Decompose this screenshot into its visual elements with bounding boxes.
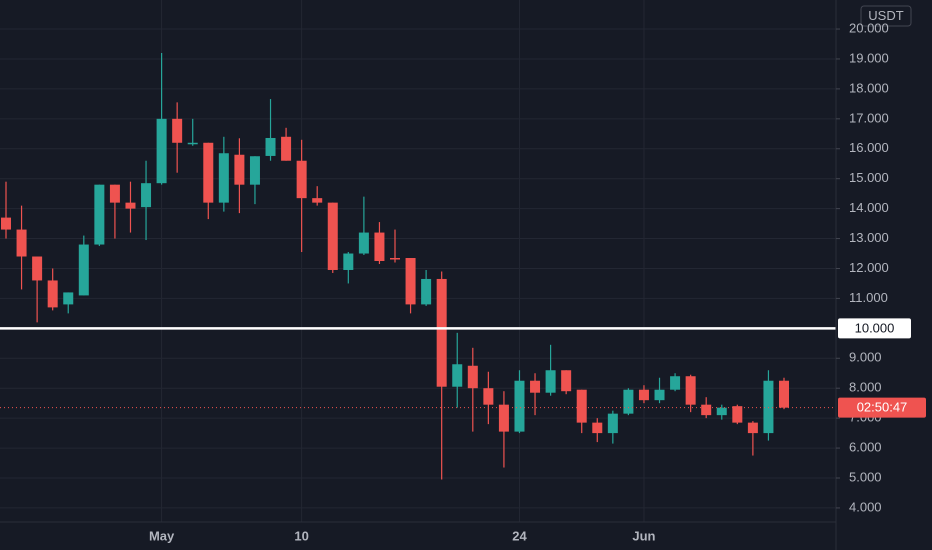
- candle-body: [421, 278, 432, 305]
- candle-body: [296, 160, 307, 199]
- candle-body: [576, 389, 587, 423]
- y-tick-label: 12.000: [849, 260, 889, 275]
- y-tick-label: 16.000: [849, 140, 889, 155]
- currency-label[interactable]: USDT: [868, 8, 903, 23]
- candle-body: [172, 118, 183, 143]
- candle-body: [405, 258, 416, 305]
- y-tick-label: 14.000: [849, 200, 889, 215]
- currency-box[interactable]: [860, 5, 912, 27]
- x-tick-label: Jun: [632, 528, 655, 543]
- candle-body: [343, 253, 354, 270]
- candle-body: [16, 229, 27, 257]
- y-tick-label: 13.000: [849, 230, 889, 245]
- candle-body: [654, 389, 665, 401]
- candle-body: [234, 154, 245, 185]
- candle-body: [779, 380, 789, 408]
- candle-body: [530, 380, 541, 393]
- level-label-box: [838, 318, 911, 339]
- candle-body: [358, 232, 369, 254]
- candle-body: [78, 244, 89, 296]
- y-tick-label: 4.000: [849, 499, 882, 514]
- y-tick-label: 6.000: [849, 440, 882, 455]
- candle-body: [716, 407, 727, 416]
- candle-body: [607, 413, 618, 434]
- countdown-label: 02:50:47: [857, 400, 908, 415]
- candle-body: [561, 370, 572, 392]
- candle-body: [327, 202, 338, 270]
- candle-body: [32, 256, 43, 281]
- y-tick-label: 11.000: [849, 290, 888, 305]
- candle-body: [390, 258, 400, 260]
- y-tick-label: 9.000: [849, 350, 882, 365]
- candle-body: [747, 422, 758, 434]
- x-tick-label: May: [149, 528, 175, 543]
- candle-body: [545, 370, 556, 393]
- candle-body: [623, 389, 634, 414]
- candle-body: [452, 364, 463, 387]
- y-tick-label: 8.000: [849, 380, 882, 395]
- candle-body: [436, 278, 447, 387]
- candle-body: [281, 136, 292, 161]
- candle-body: [63, 292, 74, 305]
- candle-body: [312, 198, 323, 203]
- candle-body: [763, 380, 774, 434]
- y-tick-label: 18.000: [849, 80, 889, 95]
- candle-body: [218, 153, 229, 203]
- candle-body: [1, 217, 11, 230]
- candle-body: [125, 202, 136, 209]
- countdown-box: [838, 397, 926, 418]
- candle-body: [187, 142, 198, 145]
- y-tick-label: 15.000: [849, 170, 889, 185]
- candle-body: [467, 365, 478, 389]
- candle-body: [701, 404, 712, 416]
- x-tick-label: 24: [512, 528, 527, 543]
- y-tick-label: 20.000: [849, 20, 889, 35]
- candle-body: [156, 118, 167, 184]
- overlay: [0, 327, 836, 409]
- y-tick-label: 19.000: [849, 50, 889, 65]
- candle-body: [670, 376, 681, 390]
- candle-body: [109, 184, 120, 203]
- y-tick-label: 5.000: [849, 469, 882, 484]
- candles: [1, 52, 789, 480]
- candle-body: [638, 389, 649, 401]
- candle-body: [94, 184, 105, 245]
- candle-body: [203, 142, 214, 203]
- level-label: 10.000: [855, 320, 895, 335]
- candle-body: [514, 380, 525, 432]
- candle-body: [592, 422, 603, 434]
- candle-body: [483, 388, 494, 405]
- candle-body: [141, 183, 152, 208]
- grid: [0, 0, 836, 522]
- x-tick-label: 10: [294, 528, 308, 543]
- candle-body: [498, 404, 509, 432]
- candle-body: [249, 156, 260, 185]
- candle-body: [265, 137, 276, 156]
- candle-body: [374, 232, 385, 261]
- y-tick-label: 17.000: [849, 110, 889, 125]
- candle-body: [685, 376, 696, 405]
- candle-body: [732, 406, 743, 423]
- candle-body: [47, 280, 58, 308]
